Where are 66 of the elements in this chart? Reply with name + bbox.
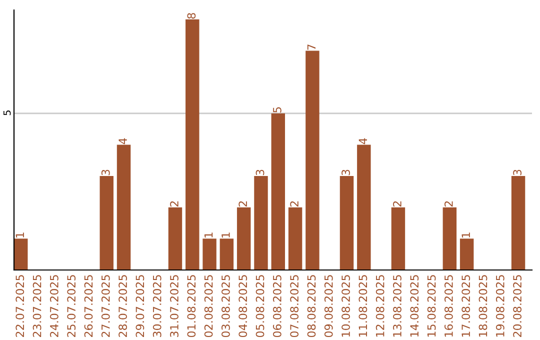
bar [442, 207, 457, 270]
x-tick-label: 02.08.2025 [204, 275, 213, 338]
data-label: 5 [273, 107, 282, 113]
data-label: 1 [16, 232, 24, 238]
bar [391, 207, 406, 270]
x-tick-label: 09.08.2025 [324, 275, 333, 338]
data-label: 3 [342, 170, 350, 176]
bar [116, 144, 131, 270]
data-label: 1 [462, 232, 470, 238]
bar [202, 238, 216, 270]
x-tick-label: 04.08.2025 [238, 275, 248, 338]
x-tick-label: 26.07.2025 [84, 275, 93, 337]
x-tick-label: 28.07.2025 [118, 275, 127, 337]
x-tick-label: 31.07.2025 [170, 275, 178, 337]
data-label: 1 [222, 232, 230, 238]
data-label: 3 [513, 170, 522, 176]
data-label: 2 [290, 201, 298, 207]
x-tick-label: 13.08.2025 [393, 275, 402, 337]
x-tick-label: 16.08.2025 [444, 275, 453, 337]
bar [220, 238, 234, 270]
x-tick-label: 14.08.2025 [410, 275, 419, 337]
x-tick-label: 19.08.2025 [496, 275, 504, 337]
x-tick-label: 22.07.2025 [16, 275, 24, 337]
bar [271, 113, 286, 270]
data-label: 8 [187, 13, 196, 19]
x-tick-label: 20.08.2025 [513, 275, 522, 337]
data-label: 4 [118, 138, 127, 144]
bar [340, 176, 354, 270]
x-tick-label: 11.08.2025 [358, 275, 368, 337]
bar [14, 238, 28, 270]
data-label: 3 [101, 170, 110, 176]
x-tick-label: 15.08.2025 [427, 275, 436, 337]
x-tick-label: 03.08.2025 [222, 275, 230, 338]
data-label: 2 [170, 201, 178, 207]
bar [236, 207, 251, 270]
data-label: 2 [444, 201, 453, 207]
x-tick-label: 05.08.2025 [256, 275, 264, 338]
data-label: 7 [307, 44, 316, 50]
data-label: 2 [393, 201, 402, 207]
data-label: 4 [358, 138, 367, 144]
x-tick-label: 23.07.2025 [32, 275, 42, 337]
bar [460, 238, 474, 270]
data-label: 3 [256, 170, 264, 176]
bar [357, 144, 371, 270]
x-tick-label: 25.07.2025 [67, 275, 76, 337]
data-label: 2 [238, 201, 247, 207]
x-tick-label: 08.08.2025 [307, 275, 316, 338]
bar [254, 176, 268, 270]
x-tick-label: 30.07.2025 [152, 275, 162, 337]
data-label: 1 [204, 232, 213, 238]
bar [100, 176, 114, 270]
bar [186, 19, 200, 270]
x-tick-label: 06.08.2025 [272, 275, 282, 338]
x-tick-label: 10.08.2025 [342, 275, 350, 337]
bar [288, 207, 302, 270]
bar [168, 207, 182, 270]
x-tick-label: 27.07.2025 [101, 275, 110, 337]
x-tick-label: 01.08.2025 [187, 275, 196, 338]
x-tick-label: 24.07.2025 [50, 275, 58, 337]
bar [511, 176, 526, 270]
x-tick-label: 07.08.2025 [290, 275, 299, 338]
x-tick-label: 18.08.2025 [478, 275, 488, 337]
x-tick-label: 29.07.2025 [136, 275, 144, 337]
x-tick-label: 17.08.2025 [462, 275, 470, 337]
bar [306, 50, 320, 270]
x-tick-label: 12.08.2025 [376, 275, 384, 337]
